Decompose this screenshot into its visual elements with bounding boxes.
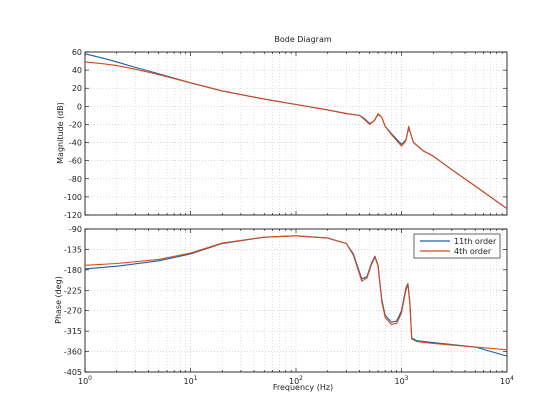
magnitude-y-tick-label: -80 — [69, 175, 82, 184]
magnitude-lines — [84, 53, 508, 210]
magnitude-y-tick-label: -40 — [69, 139, 82, 148]
magnitude-y-tick-label: -60 — [69, 157, 82, 166]
x-tick-label: 103 — [394, 375, 408, 386]
phase-y-tick-label: -270 — [64, 307, 82, 316]
magnitude-axes — [84, 51, 508, 216]
phase-line-4th-order — [84, 235, 508, 351]
phase-y-tick-label: -180 — [64, 266, 82, 275]
phase-y-tick-label: -405 — [64, 368, 82, 377]
phase-y-tick-label: -225 — [64, 286, 82, 295]
phase-y-tick-label: -135 — [64, 245, 82, 254]
magnitude-line-4th-order — [84, 61, 508, 210]
x-tick-label: 100 — [78, 375, 92, 386]
x-axis-label: Frequency (Hz) — [273, 383, 333, 392]
phase-axis-label: Phase (deg) — [54, 276, 63, 324]
magnitude-y-tick-label: 60 — [72, 48, 82, 57]
x-tick-labels: 100 101 102 103 104 — [78, 375, 514, 386]
magnitude-y-ticks: 60 40 20 0 -20 -40 -60 -80 -100 -120 — [64, 48, 82, 220]
magnitude-y-tick-label: -100 — [64, 193, 82, 202]
phase-y-tick-label: -315 — [64, 327, 82, 336]
phase-y-tick-label: -90 — [69, 225, 82, 234]
chart-title: Bode Diagram — [274, 35, 331, 44]
phase-axes — [84, 228, 508, 373]
x-tick-label: 102 — [289, 375, 303, 386]
magnitude-y-tick-label: -20 — [69, 120, 82, 129]
magnitude-y-tick-label: 40 — [72, 66, 82, 75]
phase-lines — [84, 235, 508, 357]
legend-label-11th-order: 11th order — [454, 237, 497, 246]
magnitude-y-tick-label: 0 — [77, 102, 82, 111]
legend-label-4th-order: 4th order — [454, 247, 492, 256]
magnitude-axis-label: Magnitude (dB) — [56, 102, 65, 164]
legend: 11th order 4th order — [413, 233, 501, 259]
legend-box — [413, 233, 501, 259]
magnitude-y-tick-label: -120 — [64, 211, 82, 220]
x-tick-label: 104 — [500, 375, 514, 386]
phase-y-ticks: -90 -135 -180 -225 -270 -315 -360 -405 — [64, 225, 82, 377]
magnitude-y-tick-label: 20 — [72, 84, 82, 93]
phase-y-tick-label: -360 — [64, 348, 82, 357]
x-tick-label: 101 — [183, 375, 197, 386]
